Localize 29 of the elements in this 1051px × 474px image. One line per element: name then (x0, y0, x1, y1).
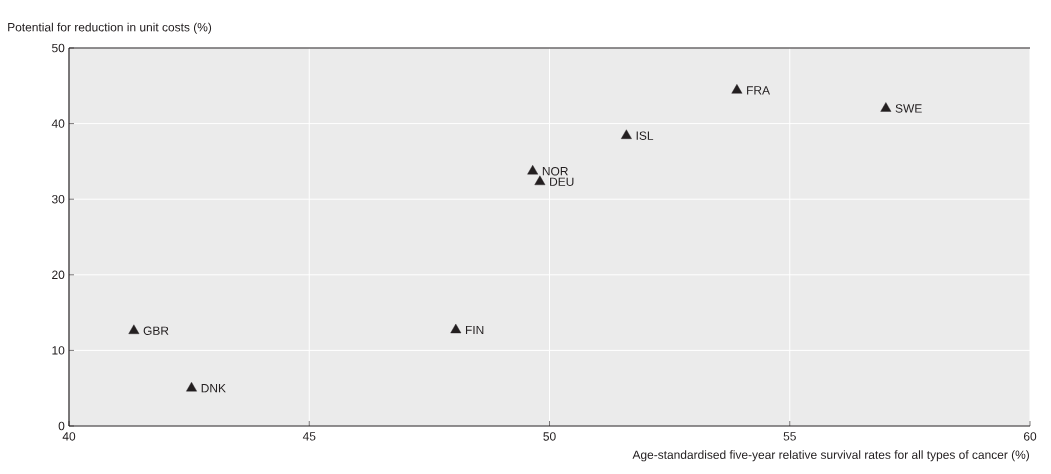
point (450, 323, 462, 334)
y-tick-label: 0 (58, 421, 65, 431)
point (527, 165, 539, 175)
x-tick-label: 40 (62, 432, 76, 441)
annotation: NOR (542, 167, 568, 176)
x-tick-label: 55 (783, 432, 796, 441)
annotation: DEU (550, 177, 574, 186)
annotation: ISL (636, 131, 654, 140)
annotation: SWE (895, 104, 922, 113)
annotation: GBR (143, 326, 169, 335)
point (731, 84, 743, 94)
x-axis-title: Age-standardised five-year relative survival rates for all types of cancer (%) (632, 450, 1029, 462)
x-tick-label: 50 (543, 432, 556, 441)
y-axis-title: Potential for reduction in unit costs (%) (8, 22, 212, 34)
point (128, 324, 140, 334)
point (620, 129, 632, 139)
x-tick-label: 60 (1023, 432, 1037, 441)
x-tick-label: 45 (302, 432, 316, 441)
y-tick-label: 30 (51, 194, 65, 204)
annotation: DNK (201, 384, 226, 393)
point (880, 102, 892, 112)
y-tick-label: 40 (51, 119, 65, 128)
annotation: FIN (465, 325, 484, 335)
point (186, 382, 197, 392)
point (534, 175, 546, 186)
y-tick-label: 50 (52, 43, 65, 53)
annotation: FRA (747, 86, 770, 95)
y-tick-label: 10 (52, 346, 65, 355)
y-tick-label: 20 (52, 270, 65, 280)
